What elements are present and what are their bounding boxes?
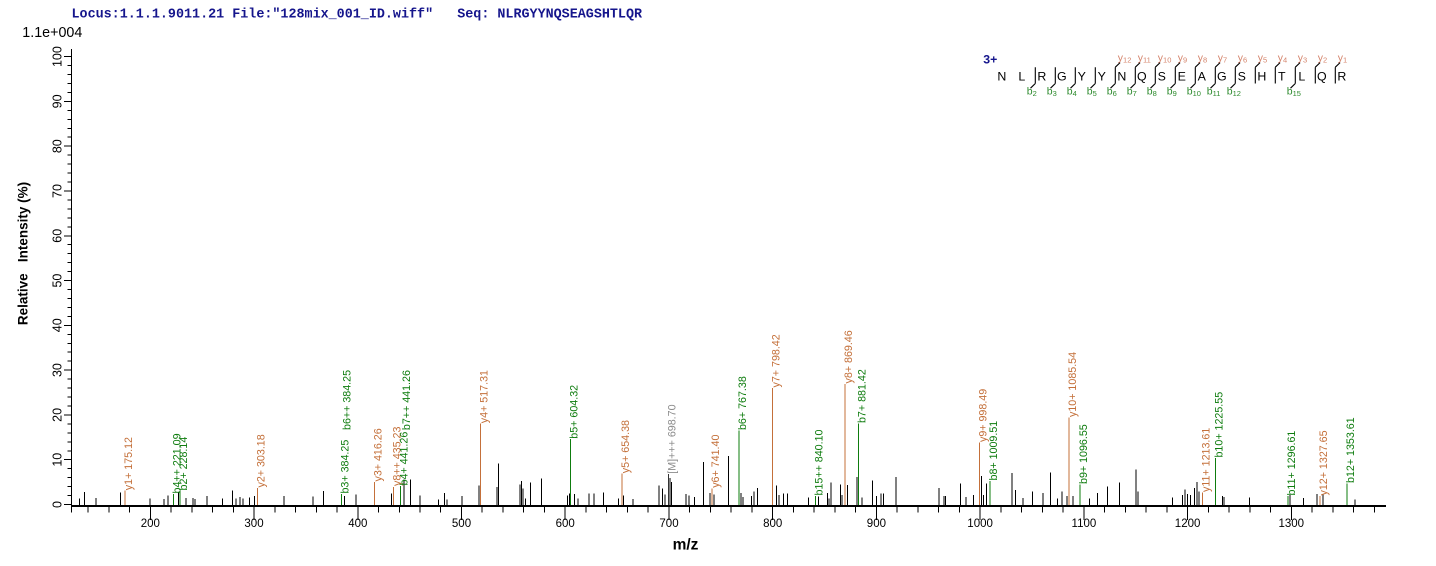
svg-text:R: R: [1037, 70, 1046, 84]
svg-text:y5: y5: [1258, 52, 1267, 65]
svg-text:y5+ 654.38: y5+ 654.38: [620, 420, 632, 473]
svg-text:50: 50: [51, 274, 65, 288]
svg-text:90: 90: [51, 94, 65, 108]
svg-text:y7+ 798.42: y7+ 798.42: [770, 334, 782, 387]
svg-text:y6: y6: [1238, 52, 1247, 65]
svg-text:700: 700: [659, 518, 678, 530]
svg-text:y1: y1: [1338, 52, 1347, 65]
svg-text:y4+ 517.31: y4+ 517.31: [478, 370, 490, 423]
svg-text:3+: 3+: [983, 53, 997, 67]
svg-text:y10+ 1085.54: y10+ 1085.54: [1067, 352, 1079, 417]
svg-text:y4: y4: [1278, 52, 1287, 65]
svg-text:y3: y3: [1298, 52, 1307, 65]
svg-text:10: 10: [51, 453, 65, 467]
svg-text:b10+ 1225.55: b10+ 1225.55: [1213, 392, 1225, 458]
svg-text:A: A: [1198, 70, 1207, 84]
svg-text:y11: y11: [1138, 52, 1151, 65]
svg-text:b2: b2: [1027, 86, 1037, 99]
svg-text:S: S: [1238, 70, 1246, 84]
svg-text:20: 20: [51, 408, 65, 422]
svg-text:y8++ 435.23: y8++ 435.23: [391, 427, 403, 486]
svg-text:b15: b15: [1287, 86, 1301, 99]
svg-text:100: 100: [51, 46, 65, 67]
svg-text:L: L: [1298, 70, 1305, 84]
svg-text:y2: y2: [1318, 52, 1327, 65]
svg-text:y12: y12: [1118, 52, 1132, 65]
svg-text:y10: y10: [1158, 52, 1172, 65]
svg-text:1100: 1100: [1072, 518, 1097, 530]
svg-text:b6+ 767.38: b6+ 767.38: [737, 376, 749, 430]
svg-text:1.1e+004: 1.1e+004: [22, 25, 82, 41]
svg-text:y6+ 741.40: y6+ 741.40: [710, 435, 722, 488]
svg-text:L: L: [1018, 70, 1025, 84]
svg-text:1000: 1000: [967, 518, 993, 530]
svg-text:800: 800: [763, 518, 782, 530]
svg-text:Q: Q: [1137, 70, 1147, 84]
svg-text:G: G: [1057, 70, 1067, 84]
svg-text:b6++ 384.25: b6++ 384.25: [342, 370, 354, 430]
svg-text:R: R: [1337, 70, 1346, 84]
svg-text:200: 200: [141, 518, 160, 530]
svg-text:N: N: [1117, 70, 1126, 84]
svg-text:N: N: [997, 70, 1006, 84]
svg-text:[M]+++ 698.70: [M]+++ 698.70: [666, 404, 678, 473]
svg-text:1200: 1200: [1175, 518, 1201, 530]
svg-text:y3+ 416.26: y3+ 416.26: [373, 428, 385, 481]
svg-text:y11+ 1213.61: y11+ 1213.61: [1200, 428, 1212, 492]
svg-text:H: H: [1257, 70, 1266, 84]
svg-text:b5+ 604.32: b5+ 604.32: [568, 385, 580, 439]
svg-text:y2+ 303.18: y2+ 303.18: [255, 434, 267, 487]
svg-text:b10: b10: [1187, 86, 1201, 99]
svg-text:y7: y7: [1218, 52, 1227, 65]
svg-text:b3+ 384.25: b3+ 384.25: [339, 440, 351, 494]
svg-text:b7+ 881.42: b7+ 881.42: [856, 369, 868, 423]
svg-text:b8: b8: [1147, 86, 1157, 99]
svg-text:Relative Intensity (%): Relative Intensity (%): [16, 182, 31, 325]
svg-text:b15++ 840.10: b15++ 840.10: [813, 429, 825, 495]
svg-text:y8: y8: [1198, 52, 1207, 65]
svg-text:y12+ 1327.65: y12+ 1327.65: [1318, 430, 1330, 495]
svg-text:400: 400: [348, 518, 367, 530]
svg-text:Y: Y: [1098, 70, 1106, 84]
svg-text:40: 40: [51, 318, 65, 332]
svg-text:G: G: [1217, 70, 1227, 84]
svg-text:60: 60: [51, 229, 65, 243]
svg-text:y1+ 175.12: y1+ 175.12: [123, 437, 135, 490]
svg-text:b9+ 1096.55: b9+ 1096.55: [1078, 424, 1090, 484]
svg-text:b4: b4: [1067, 86, 1077, 99]
svg-text:b7++ 441.26: b7++ 441.26: [401, 370, 413, 430]
svg-text:500: 500: [452, 518, 471, 530]
svg-text:b4+ 441.26: b4+ 441.26: [399, 432, 411, 486]
svg-text:y9+ 998.49: y9+ 998.49: [977, 389, 989, 442]
svg-text:1300: 1300: [1279, 518, 1305, 530]
svg-text:T: T: [1278, 70, 1286, 84]
svg-text:30: 30: [51, 363, 65, 377]
svg-text:b5: b5: [1087, 86, 1097, 99]
svg-text:Q: Q: [1317, 70, 1327, 84]
svg-text:b6: b6: [1107, 86, 1117, 99]
svg-text:b4++ 221.09: b4++ 221.09: [171, 433, 183, 493]
svg-text:b7: b7: [1127, 86, 1137, 99]
svg-text:b3: b3: [1047, 86, 1057, 99]
svg-text:Locus:1.1.1.9011.21 File:"128m: Locus:1.1.1.9011.21 File:"128mix_001_ID.…: [72, 8, 643, 23]
svg-text:S: S: [1158, 70, 1166, 84]
svg-text:70: 70: [51, 184, 65, 198]
svg-text:y9: y9: [1178, 52, 1187, 65]
svg-text:m/z: m/z: [673, 537, 699, 554]
svg-text:E: E: [1178, 70, 1186, 84]
svg-text:0: 0: [51, 501, 65, 508]
svg-text:b11: b11: [1207, 86, 1221, 99]
svg-text:b9: b9: [1167, 86, 1177, 99]
svg-text:b12: b12: [1227, 86, 1241, 99]
svg-text:b8+ 1009.51: b8+ 1009.51: [988, 421, 1000, 481]
svg-text:y8+ 869.46: y8+ 869.46: [843, 330, 855, 383]
svg-text:b11+ 1296.61: b11+ 1296.61: [1286, 431, 1298, 496]
svg-text:b2+ 228.14: b2+ 228.14: [178, 437, 190, 491]
svg-text:300: 300: [244, 518, 263, 530]
svg-text:80: 80: [51, 139, 65, 153]
svg-text:600: 600: [556, 518, 575, 530]
svg-text:Y: Y: [1078, 70, 1086, 84]
svg-text:b12+ 1353.61: b12+ 1353.61: [1345, 417, 1357, 483]
svg-text:900: 900: [867, 518, 886, 530]
